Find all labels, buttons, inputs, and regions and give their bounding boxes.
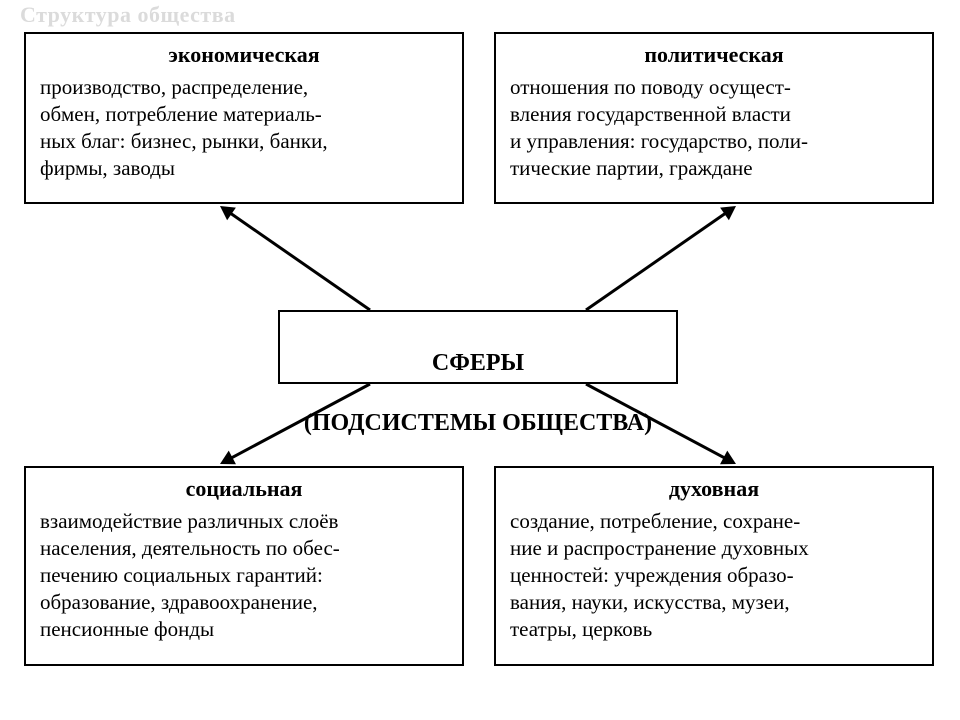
center-line1: СФЕРЫ <box>432 350 524 376</box>
box-social: социальная взаимодействие различных слоё… <box>24 466 464 666</box>
box-social-body: взаимодействие различных слоёв населения… <box>40 508 448 642</box>
center-box: СФЕРЫ (ПОДСИСТЕМЫ ОБЩЕСТВА) <box>278 310 678 384</box>
box-economic: экономическая производство, распределени… <box>24 32 464 204</box>
page-heading: Структура общества <box>20 2 236 28</box>
box-economic-title: экономическая <box>40 42 448 68</box>
box-spiritual: духовная создание, потребление, сохране-… <box>494 466 934 666</box>
box-political: политическая отношения по поводу осущест… <box>494 32 934 204</box>
diagram-canvas: Структура общества экономическая произво… <box>0 0 960 720</box>
box-social-title: социальная <box>40 476 448 502</box>
box-spiritual-body: создание, потребление, сохране- ние и ра… <box>510 508 918 642</box>
box-political-body: отношения по поводу осущест- вления госу… <box>510 74 918 182</box>
box-economic-body: производство, распределение, обмен, потр… <box>40 74 448 182</box>
box-spiritual-title: духовная <box>510 476 918 502</box>
box-political-title: политическая <box>510 42 918 68</box>
center-line2: (ПОДСИСТЕМЫ ОБЩЕСТВА) <box>304 410 652 436</box>
